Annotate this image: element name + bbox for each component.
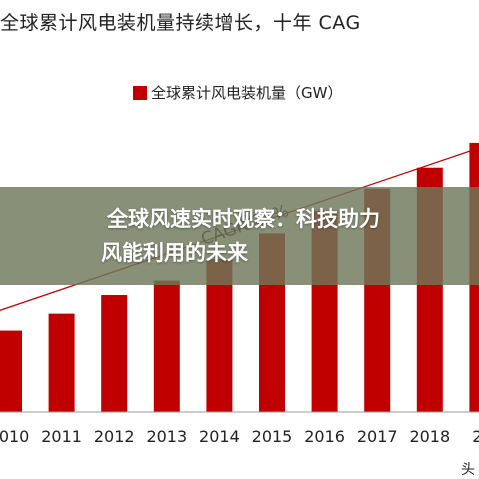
x-tick-label-2015: 2015 xyxy=(252,427,293,446)
overlay-banner: 全球风速实时观察：科技助力 风能利用的未来 xyxy=(0,187,479,285)
x-tick-label-2016: 2016 xyxy=(304,427,345,446)
bar-2011 xyxy=(48,313,75,412)
x-tick-label-2017: 2017 xyxy=(357,427,398,446)
bar-2012 xyxy=(101,295,128,412)
legend-swatch xyxy=(133,85,147,100)
banner-line-2: 风能利用的未来 xyxy=(101,241,248,265)
chart-title: 全球累计风电装机量持续增长，十年 CAG xyxy=(0,12,361,34)
x-tick-label-2014: 2014 xyxy=(199,427,240,446)
bar-2010 xyxy=(0,330,22,412)
legend-label: 全球累计风电装机量（GW） xyxy=(151,84,343,102)
banner-line-1: 全球风速实时观察：科技助力 xyxy=(107,207,380,231)
footer-text: 头 xyxy=(461,462,475,478)
x-tick-label-2011: 2011 xyxy=(41,427,82,446)
bar-2013 xyxy=(153,280,180,412)
x-tick-label-2012: 2012 xyxy=(94,427,135,446)
x-tick-label-2010: 2010 xyxy=(0,427,29,446)
x-tick-label-20: 20 xyxy=(472,427,479,446)
x-tick-label-2018: 2018 xyxy=(409,427,450,446)
legend: 全球累计风电装机量（GW） xyxy=(133,82,342,103)
x-tick-label-2013: 2013 xyxy=(146,427,187,446)
